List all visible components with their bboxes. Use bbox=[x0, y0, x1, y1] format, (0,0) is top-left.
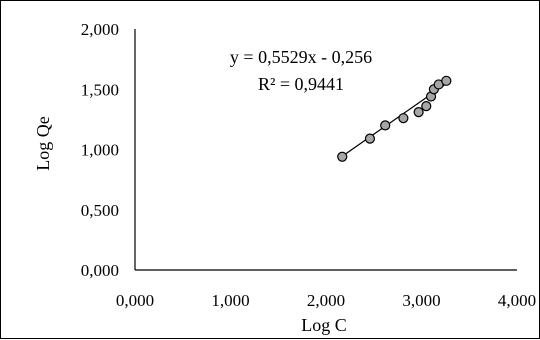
x-tick-label: 1,000 bbox=[211, 291, 249, 310]
y-tick-label: 1,000 bbox=[81, 141, 119, 160]
data-point bbox=[441, 75, 452, 86]
x-tick-label: 4,000 bbox=[498, 291, 536, 310]
data-point bbox=[337, 151, 348, 162]
y-tick-label: 1,500 bbox=[81, 80, 119, 99]
data-points bbox=[337, 75, 452, 162]
y-tick-label: 0,500 bbox=[81, 201, 119, 220]
y-tick-labels: 0,000 0,500 1,000 1,500 2,000 bbox=[81, 20, 119, 280]
x-axis-title: Log C bbox=[301, 315, 347, 335]
axes bbox=[134, 29, 517, 271]
x-tick-label: 0,000 bbox=[116, 291, 154, 310]
r-squared-label: R² = 0,9441 bbox=[258, 74, 344, 94]
data-point bbox=[421, 101, 432, 112]
y-axis-title: Log Qe bbox=[33, 116, 53, 170]
x-tick-label: 2,000 bbox=[307, 291, 345, 310]
data-point bbox=[364, 133, 376, 144]
data-point bbox=[413, 107, 424, 118]
data-point bbox=[380, 120, 391, 131]
x-tick-label: 3,000 bbox=[402, 291, 440, 310]
data-point bbox=[398, 113, 409, 124]
y-tick-label: 2,000 bbox=[81, 20, 119, 39]
trendline-equation: y = 0,5529x - 0,256 bbox=[230, 47, 372, 67]
y-tick-label: 0,000 bbox=[81, 261, 119, 280]
x-tick-labels: 0,000 1,000 2,000 3,000 4,000 bbox=[116, 291, 536, 310]
